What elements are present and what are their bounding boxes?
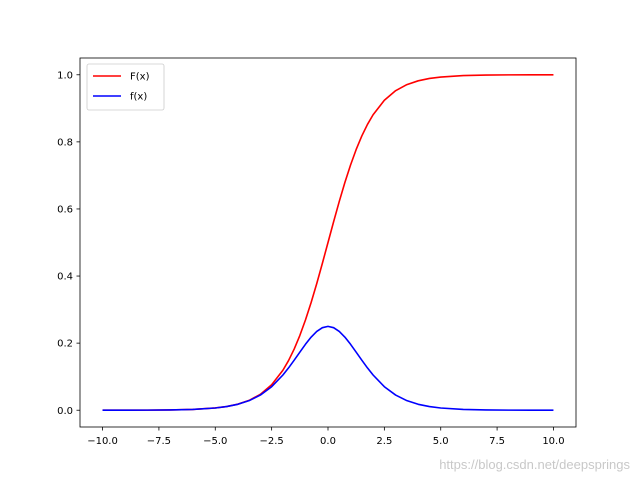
legend: F(x) f(x) [86, 63, 165, 111]
x-tick-label: 0.0 [320, 436, 336, 447]
legend-label-1: F(x) [130, 72, 150, 83]
x-tick-label: 7.5 [489, 436, 505, 447]
x-tick-label: −5.0 [203, 436, 227, 447]
y-tick-label: 0.2 [57, 339, 73, 350]
y-tick-label: 0.4 [57, 272, 73, 283]
axes: −10.0 −7.5 −5.0 −2.5 0.0 2.5 5.0 7.5 10.0 0.0 0.2 0… [57, 57, 577, 447]
series-line-2 [102, 325, 554, 412]
x-tick-label: 2.5 [376, 436, 392, 447]
y-tick-label: 0.0 [57, 406, 73, 417]
watermark: https://blog.csdn.net/deepsprings [439, 457, 630, 472]
x-tick-label: −2.5 [259, 436, 283, 447]
x-tick-label: −10.0 [87, 436, 118, 447]
plot-area [102, 73, 554, 412]
x-tick-label: 10.0 [542, 436, 564, 447]
legend-box [86, 63, 165, 111]
x-tick-label: −7.5 [147, 436, 171, 447]
y-tick-label: 0.8 [57, 137, 73, 148]
y-tick-label: 0.6 [57, 205, 73, 216]
y-tick-label: 1.0 [57, 70, 73, 81]
legend-label-2: f(x) [130, 92, 147, 103]
x-tick-label: 5.0 [433, 436, 449, 447]
